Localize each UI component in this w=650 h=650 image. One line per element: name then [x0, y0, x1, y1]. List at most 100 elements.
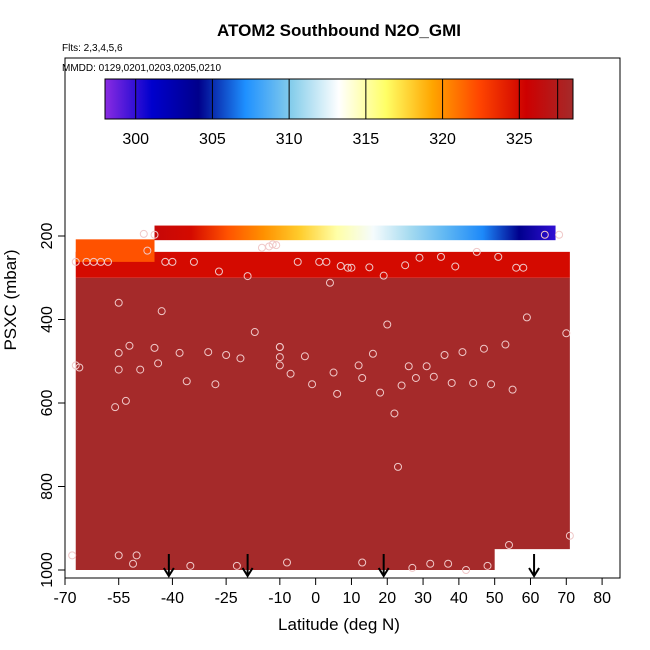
y-tick-label: 400	[39, 306, 56, 333]
observation-point	[447, 378, 456, 387]
observation-point	[336, 262, 345, 271]
observation-point	[390, 409, 399, 418]
observation-point	[411, 373, 420, 382]
observation-point	[150, 343, 159, 352]
observation-point	[182, 377, 191, 386]
colorbar-gradient	[104, 78, 574, 120]
observation-point	[103, 257, 112, 266]
dates-label: MMDD: 0129,0201,0203,0205,0210	[62, 63, 221, 74]
observation-point	[268, 240, 277, 249]
observation-point	[458, 348, 467, 357]
observation-point	[358, 373, 367, 382]
observation-point	[379, 271, 388, 280]
band-left-edge	[75, 239, 155, 262]
observation-point	[143, 246, 152, 255]
x-tick-label: 60	[522, 590, 540, 607]
observation-point	[540, 230, 549, 239]
observation-point	[114, 348, 123, 357]
observation-point	[211, 380, 220, 389]
observation-point	[154, 359, 163, 368]
x-tick-label: 70	[557, 590, 575, 607]
observation-point	[150, 230, 159, 239]
observation-point	[444, 559, 453, 568]
observation-point	[522, 313, 531, 322]
observation-point	[565, 531, 574, 540]
observation-point	[440, 350, 449, 359]
observation-point	[300, 352, 309, 361]
colorbar-tick-label: 300	[122, 131, 149, 148]
observation-point	[368, 349, 377, 358]
observation-point	[408, 563, 417, 572]
latitude-arrow	[241, 554, 254, 578]
observation-point	[275, 343, 284, 352]
observation-point	[250, 328, 259, 337]
y-axis: 200 400 600 800 1000	[39, 223, 66, 588]
chart-title: ATOM2 Southbound N2O_GMI	[217, 21, 461, 40]
x-tick-label: 50	[486, 590, 504, 607]
observation-point	[415, 253, 424, 262]
observation-point	[125, 341, 134, 350]
observation-point	[429, 372, 438, 381]
x-tick-label: -70	[53, 590, 76, 607]
observation-point	[121, 396, 130, 405]
observation-point	[508, 385, 517, 394]
observation-point	[325, 278, 334, 287]
observation-point	[222, 350, 231, 359]
x-axis-label: Latitude (deg N)	[278, 615, 400, 634]
observation-point	[204, 348, 213, 357]
observation-point	[472, 247, 481, 256]
observation-point	[505, 540, 513, 549]
observation-point	[358, 558, 367, 567]
x-tick-label: 20	[378, 590, 396, 607]
observation-point	[343, 263, 352, 272]
field-lower	[75, 277, 570, 570]
observation-point	[494, 252, 503, 261]
x-tick-label: 40	[450, 590, 468, 607]
flights-label: Flts: 2,3,4,5,6	[62, 43, 123, 54]
observation-point	[129, 559, 138, 568]
observation-point	[365, 263, 374, 272]
observation-point	[232, 561, 241, 570]
observation-point	[243, 272, 252, 281]
x-tick-label: 0	[311, 590, 320, 607]
x-tick-label: -40	[161, 590, 184, 607]
y-tick-label: 600	[39, 390, 56, 417]
observation-point	[479, 344, 488, 353]
observation-point	[114, 365, 123, 374]
observation-point	[236, 354, 245, 363]
colorbar-tick-label: 315	[353, 131, 380, 148]
latitude-arrow	[528, 554, 540, 578]
x-tick-label: 80	[593, 590, 611, 607]
observation-point	[132, 551, 141, 560]
x-tick-label: 10	[343, 590, 361, 607]
observation-point	[111, 403, 120, 412]
observation-point	[483, 561, 492, 570]
observation-point	[426, 559, 435, 568]
observation-point	[114, 551, 123, 560]
observation-point	[487, 380, 496, 389]
y-tick-label: 800	[39, 473, 56, 500]
observation-point	[329, 368, 338, 377]
colorbar-tick-label: 305	[199, 131, 226, 148]
observation-point	[275, 353, 284, 362]
observation-point	[71, 257, 80, 266]
latitude-arrow	[162, 554, 175, 578]
observation-point	[401, 261, 410, 270]
observation-point	[322, 257, 331, 266]
observation-point	[136, 365, 145, 374]
x-tick-label: 30	[414, 590, 432, 607]
observation-point	[397, 381, 406, 390]
colorbar-tick-label: 310	[276, 131, 303, 148]
observation-point	[186, 561, 195, 570]
x-tick-label: -55	[107, 590, 130, 607]
observation-point	[257, 243, 266, 252]
observation-point	[555, 230, 564, 239]
observation-point	[501, 340, 510, 349]
observation-point	[422, 362, 431, 371]
observation-point	[214, 267, 223, 276]
x-axis: -70 -55 -40 -25 -10 0 10 20 30 40 50 60 70 80	[53, 577, 611, 607]
observation-point	[436, 252, 445, 261]
observation-point	[114, 298, 123, 307]
observation-point	[157, 307, 166, 316]
